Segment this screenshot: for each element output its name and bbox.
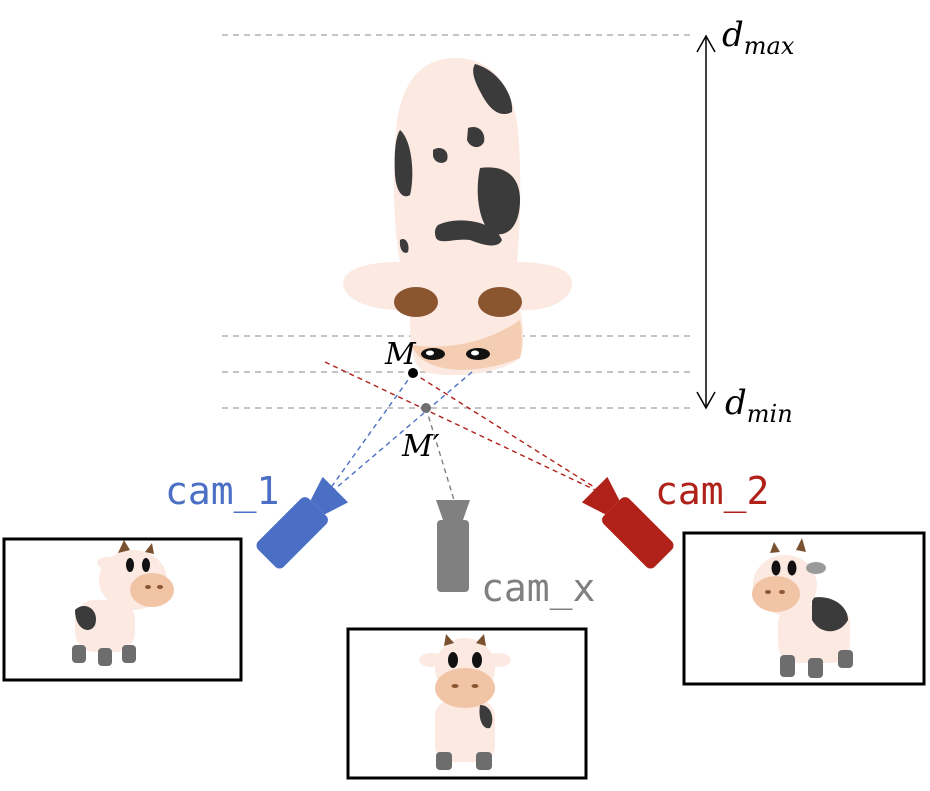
label-m-prime: M′	[401, 429, 440, 464]
cow-top-view	[343, 58, 572, 376]
label-camx: cam_x	[481, 566, 595, 611]
point-m	[408, 368, 418, 378]
cow-eyes-top	[421, 348, 490, 360]
camera-2	[581, 476, 674, 569]
label-dmax: dmax	[722, 15, 795, 60]
ray-camx	[425, 407, 455, 501]
cow-view-cam1	[72, 540, 174, 666]
view-frame-cam2	[682, 531, 926, 686]
depth-range-arrow	[696, 34, 716, 410]
label-cam1: cam_1	[165, 469, 279, 514]
rays-cam2	[324, 361, 611, 498]
label-cam2: cam_2	[655, 469, 769, 514]
label-m: M	[384, 337, 417, 372]
rays-cam1	[321, 371, 473, 501]
cow-spots-top	[394, 64, 520, 253]
cow-nostrils-top	[394, 287, 522, 317]
cow-view-cam2	[752, 538, 853, 678]
point-m-prime	[421, 403, 431, 413]
view-frame-cam1	[2, 537, 243, 682]
cow-body-top	[343, 58, 572, 376]
camera-x	[436, 500, 470, 592]
view-frame-camx	[346, 627, 588, 780]
cow-view-camx	[419, 634, 511, 770]
camera-1	[256, 476, 349, 569]
label-dmin: dmin	[725, 383, 793, 428]
